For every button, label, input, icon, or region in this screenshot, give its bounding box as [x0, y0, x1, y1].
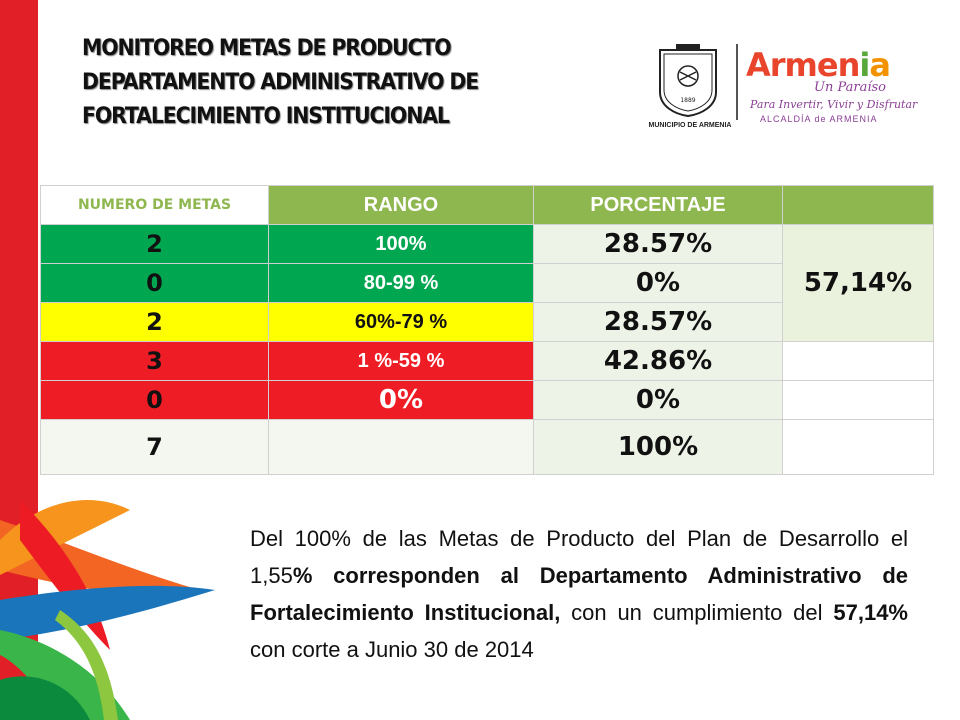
cell-porcentaje-total: 100% — [533, 419, 783, 475]
metas-table: NUMERO DE METAS RANGO PORCENTAJE 2 100% … — [40, 185, 934, 475]
armenia-logo: Armenia — [746, 46, 891, 84]
paragraph-text-2-bold: % corresponden al Departamento Administr… — [250, 563, 908, 625]
bird-of-paradise-flower-decoration — [0, 500, 215, 720]
table-row-total: 7 100% — [40, 419, 934, 475]
table-row: 2 100% 28.57% 57,14% — [40, 224, 934, 342]
svg-text:1889: 1889 — [680, 97, 695, 104]
header-spacer — [782, 185, 934, 225]
header-rango: RANGO — [268, 185, 534, 225]
table-row: 0 0% 0% — [40, 380, 934, 420]
cell-rango-total — [268, 419, 534, 475]
cell-rango: 100% — [268, 224, 534, 264]
cell-porcentaje: 28.57% — [533, 224, 783, 264]
row-spacer — [782, 380, 934, 420]
row-spacer — [782, 341, 934, 381]
title-line-1: MONITOREO METAS DE PRODUCTO — [82, 36, 452, 61]
page-title: MONITOREO METAS DE PRODUCTO DEPARTAMENTO… — [82, 32, 566, 134]
paragraph-text-3: con un cumplimiento del — [560, 600, 834, 625]
title-line-2: DEPARTAMENTO ADMINISTRATIVO DE — [82, 70, 479, 95]
cell-numero: 2 — [40, 302, 269, 342]
logo-tagline-3: ALCALDÍA de ARMENIA — [760, 114, 878, 124]
brand-part-a: Armen — [746, 46, 860, 84]
logos: 1889 MUNICIPIO DE ARMENIA Armenia Un Par… — [648, 18, 917, 129]
logo-separator — [736, 44, 738, 120]
table-row: 3 1 %-59 % 42.86% — [40, 341, 934, 381]
logo-tagline-2: Para Invertir, Vivir y Disfrutar — [750, 98, 918, 111]
summary-paragraph: Del 100% de las Metas de Producto del Pl… — [250, 520, 908, 668]
cell-rango: 60%-79 % — [268, 302, 534, 342]
cell-numero: 2 — [40, 224, 269, 264]
cell-numero: 0 — [40, 263, 269, 303]
cell-porcentaje: 42.86% — [533, 341, 783, 381]
paragraph-text-4-bold: 57,14% — [833, 600, 908, 625]
seal-caption: MUNICIPIO DE ARMENIA — [648, 122, 732, 129]
cell-porcentaje: 0% — [533, 380, 783, 420]
brand-part-b: i — [859, 46, 870, 84]
brand-part-c: a — [869, 46, 891, 84]
row-spacer — [782, 419, 934, 475]
cell-porcentaje: 0% — [533, 263, 783, 303]
logo-tagline-1: Un Paraíso — [814, 80, 886, 95]
header-porcentaje: PORCENTAJE — [533, 185, 783, 225]
cumplimiento-total-cell: 57,14% — [782, 224, 934, 342]
cell-numero-total: 7 — [40, 419, 269, 475]
table-row: 0 80-99 % 0% — [40, 263, 934, 303]
cell-numero: 3 — [40, 341, 269, 381]
cell-porcentaje: 28.57% — [533, 302, 783, 342]
municipal-seal-logo: 1889 — [659, 44, 717, 118]
table-header-row: NUMERO DE METAS RANGO PORCENTAJE — [40, 185, 934, 225]
header-numero-metas: NUMERO DE METAS — [40, 185, 269, 225]
paragraph-text-5: con corte a Junio 30 de 2014 — [250, 637, 534, 662]
cell-numero: 0 — [40, 380, 269, 420]
table-row: 2 60%-79 % 28.57% — [40, 302, 934, 342]
cell-rango: 1 %-59 % — [268, 341, 534, 381]
paragraph-text-1: Del 100% de las Metas de Producto del Pl… — [250, 526, 908, 588]
cell-rango: 80-99 % — [268, 263, 534, 303]
title-line-3: FORTALECIMIENTO INSTITUCIONAL — [82, 104, 450, 129]
cell-rango: 0% — [268, 380, 534, 420]
